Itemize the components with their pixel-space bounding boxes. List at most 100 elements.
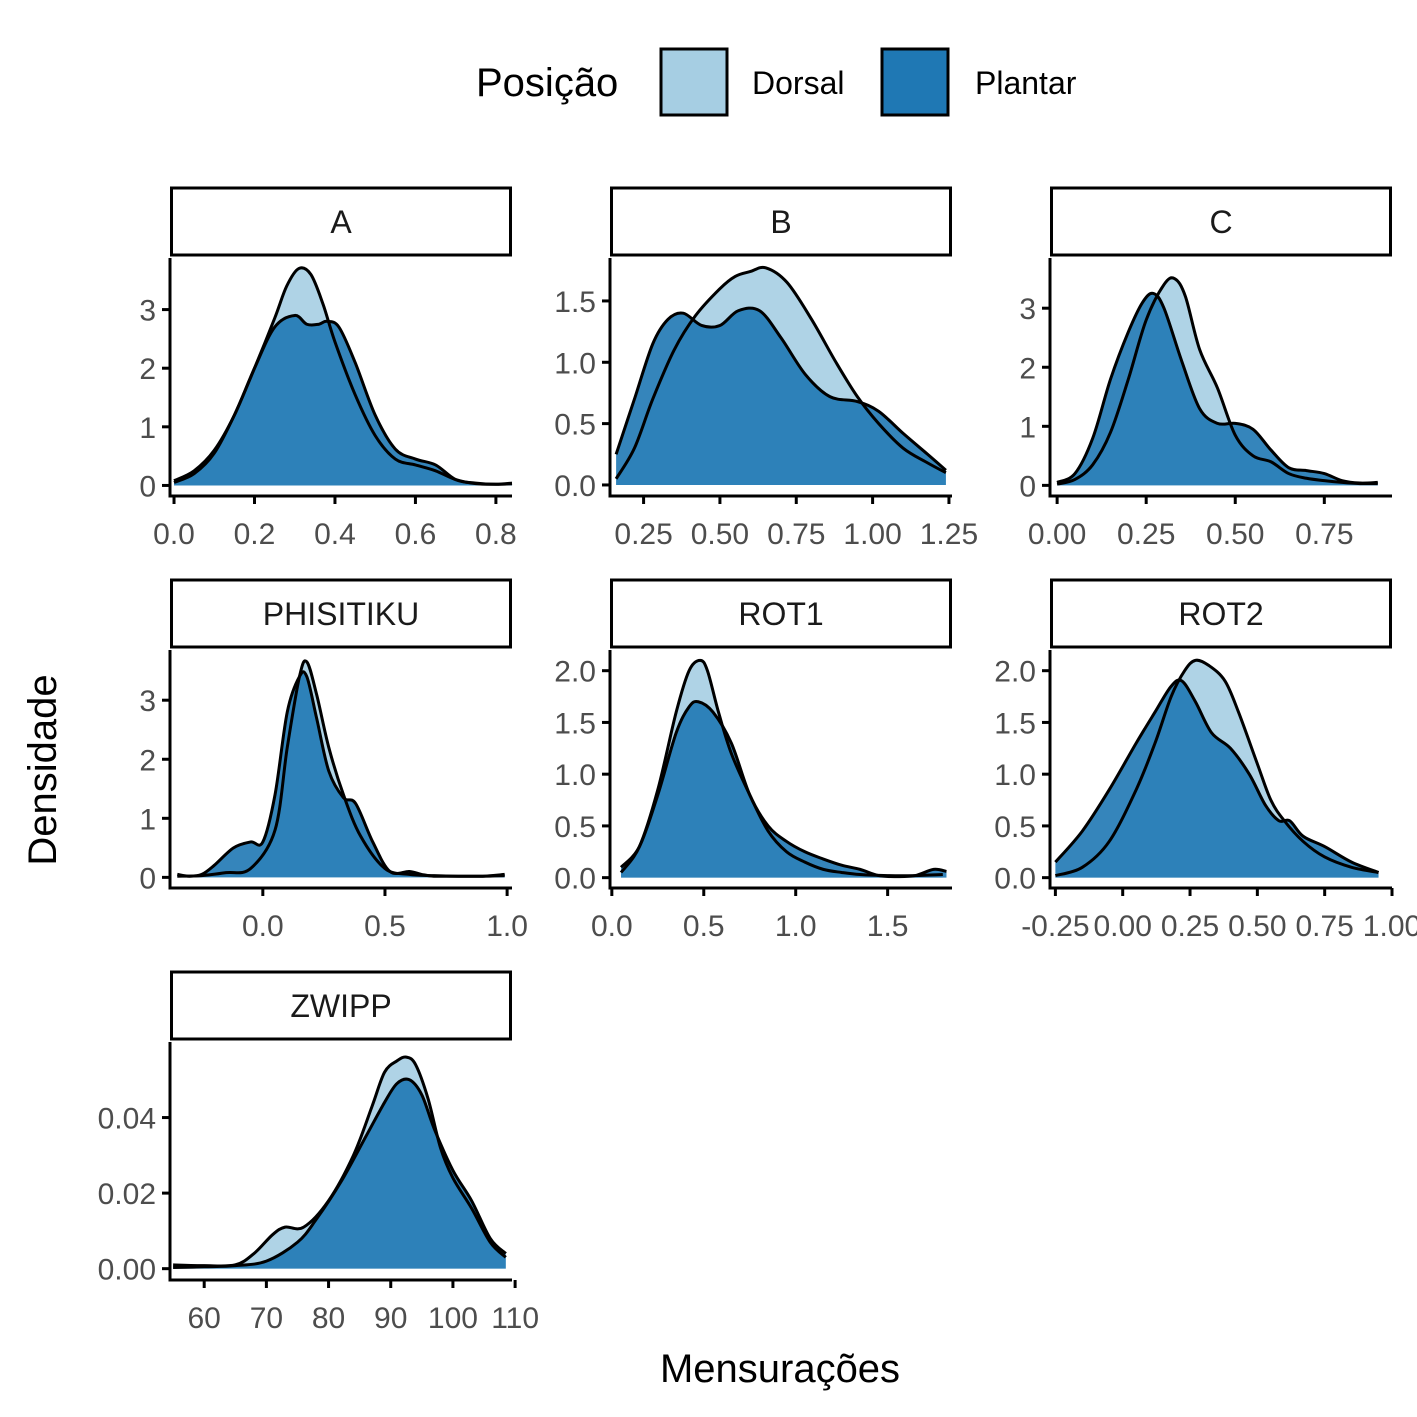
- y-tick-label-a: 0: [139, 470, 156, 503]
- strip-box-rot1: [610, 578, 952, 649]
- x-tick-label-zwipp: 100: [428, 1302, 478, 1335]
- panel-rot1: ROT1 0.0 0.5 1.0 1.5 2.0 0.0 0.5 1.0 1.5: [554, 578, 952, 943]
- y-tick-label-rot2: 1.0: [994, 759, 1036, 792]
- strip-label-zwipp: ZWIPP: [290, 988, 391, 1024]
- density-line-plantar-phisitiku: [177, 670, 505, 878]
- y-tick-label-rot1: 2.0: [554, 656, 596, 689]
- x-tick-label-b: 1.00: [843, 518, 901, 551]
- x-tick-label-zwipp: 110: [491, 1302, 539, 1335]
- y-tick-label-zwipp: 0.00: [98, 1254, 156, 1287]
- panel-rot2: ROT2 0.0 0.5 1.0 1.5 2.0 -0.25 0.00 0.25 0.50 0.75…: [994, 578, 1417, 943]
- density-line-plantar-rot2: [1054, 678, 1380, 874]
- x-tick-label-b: 0.25: [614, 518, 672, 551]
- y-tick-label-b: 1.0: [554, 347, 596, 380]
- x-tick-label-c: 0.75: [1295, 518, 1353, 551]
- x-tick-label-rot2: 0.50: [1228, 910, 1286, 943]
- x-tick-label-rot2: 0.75: [1295, 910, 1353, 943]
- y-tick-label-rot1: 0.0: [554, 863, 596, 896]
- y-tick-label-c: 2: [1019, 352, 1036, 385]
- density-line-dorsal-b: [614, 265, 947, 480]
- strip-box-zwipp: [170, 970, 512, 1041]
- y-tick-label-rot2: 0.5: [994, 811, 1036, 844]
- x-tick-label-phisitiku: 0.5: [364, 910, 406, 943]
- x-tick-label-zwipp: 70: [250, 1302, 283, 1335]
- y-tick-label-c: 0: [1019, 470, 1036, 503]
- y-tick-label-a: 1: [139, 412, 156, 445]
- x-tick-label-a: 0.6: [395, 518, 437, 551]
- strip-box-a: [170, 186, 512, 257]
- strip-label-a: A: [330, 204, 352, 240]
- y-tick-label-rot2: 0.0: [994, 863, 1036, 896]
- y-tick-label-zwipp: 0.04: [98, 1103, 156, 1136]
- y-tick-label-rot1: 0.5: [554, 811, 596, 844]
- x-tick-label-rot1: 0.0: [591, 910, 633, 943]
- x-tick-label-rot1: 1.5: [867, 910, 909, 943]
- x-tick-label-rot1: 1.0: [775, 910, 817, 943]
- x-tick-label-zwipp: 90: [374, 1302, 407, 1335]
- x-tick-label-rot2: 1.00: [1363, 910, 1417, 943]
- density-area-plantar-rot1: [621, 701, 947, 878]
- x-tick-label-b: 0.50: [691, 518, 749, 551]
- y-tick-label-phisitiku: 2: [139, 744, 156, 777]
- panel-c: C 0 1 2 3 0.00 0.25 0.50 0.75: [1019, 186, 1392, 551]
- x-tick-label-a: 0.0: [153, 518, 195, 551]
- x-tick-label-zwipp: 60: [188, 1302, 221, 1335]
- strip-box-rot2: [1050, 578, 1392, 649]
- strip-box-phisitiku: [170, 578, 512, 649]
- density-line-plantar-b: [614, 306, 947, 472]
- panel-phisitiku: PHISITIKU 0 1 2 3 0.0 0.5 1.0: [139, 578, 528, 943]
- density-line-plantar-a: [173, 313, 513, 486]
- x-tick-label-rot2: 0.00: [1094, 910, 1152, 943]
- strip-label-rot2: ROT2: [1178, 596, 1263, 632]
- y-tick-label-b: 0.0: [554, 470, 596, 503]
- y-tick-label-a: 3: [139, 295, 156, 328]
- density-line-plantar-zwipp: [173, 1077, 507, 1270]
- y-tick-label-zwipp: 0.02: [98, 1178, 156, 1211]
- y-tick-label-rot2: 1.5: [994, 707, 1036, 740]
- strip-label-rot1: ROT1: [738, 596, 823, 632]
- legend-label-dorsal: Dorsal: [752, 65, 844, 101]
- density-line-dorsal-c: [1056, 276, 1378, 486]
- strip-box-c: [1050, 186, 1392, 257]
- y-tick-label-b: 0.5: [554, 409, 596, 442]
- panel-a: A 0 1 2 3 0.0 0.2 0.4 0.6 0.8: [139, 186, 517, 551]
- legend-key-dorsal: [659, 47, 729, 117]
- x-tick-label-c: 0.00: [1028, 518, 1086, 551]
- density-area-plantar-b: [616, 308, 946, 485]
- density-area-plantar-a: [174, 315, 512, 486]
- y-tick-label-phisitiku: 3: [139, 685, 156, 718]
- y-tick-label-rot1: 1.0: [554, 759, 596, 792]
- panel-zwipp: ZWIPP 0.00 0.02 0.04 60 70 80 90 100 110: [98, 970, 539, 1335]
- legend-title: Posição: [476, 61, 618, 105]
- x-tick-label-phisitiku: 1.0: [486, 910, 528, 943]
- x-tick-label-zwipp: 80: [312, 1302, 345, 1335]
- x-tick-label-c: 0.25: [1117, 518, 1175, 551]
- x-tick-label-b: 0.75: [767, 518, 825, 551]
- panel-b: B 0.0 0.5 1.0 1.5 0.25 0.50 0.75 1.00 1.25: [554, 186, 978, 551]
- x-tick-label-c: 0.50: [1206, 518, 1264, 551]
- y-tick-label-rot1: 1.5: [554, 707, 596, 740]
- y-tick-label-phisitiku: 1: [139, 803, 156, 836]
- y-tick-label-c: 1: [1019, 411, 1036, 444]
- x-tick-label-a: 0.4: [314, 518, 356, 551]
- density-line-dorsal-rot2: [1054, 658, 1379, 878]
- strip-label-c: C: [1209, 204, 1232, 240]
- x-tick-label-a: 0.8: [475, 518, 517, 551]
- y-axis-title: Densidade: [21, 674, 65, 865]
- legend-label-plantar: Plantar: [975, 65, 1077, 101]
- density-area-plantar-c: [1057, 293, 1378, 486]
- x-tick-label-rot2: -0.25: [1021, 910, 1089, 943]
- facet-panels: A 0 1 2 3 0.0 0.2 0.4 0.6 0.8 B 0.0 0.5 1.0 1.5 0.25 0.5…: [98, 186, 1417, 1335]
- y-tick-label-c: 3: [1019, 293, 1036, 326]
- strip-label-phisitiku: PHISITIKU: [263, 596, 419, 632]
- x-tick-label-rot2: 0.25: [1161, 910, 1219, 943]
- density-line-plantar-rot1: [619, 699, 947, 879]
- density-area-plantar-zwipp: [173, 1079, 506, 1269]
- density-area-plantar-rot2: [1055, 680, 1379, 878]
- x-tick-label-phisitiku: 0.0: [242, 910, 284, 943]
- y-tick-label-b: 1.5: [554, 286, 596, 319]
- strip-box-b: [610, 186, 952, 257]
- x-tick-label-a: 0.2: [234, 518, 276, 551]
- legend: Posição Dorsal Plantar: [476, 47, 1077, 117]
